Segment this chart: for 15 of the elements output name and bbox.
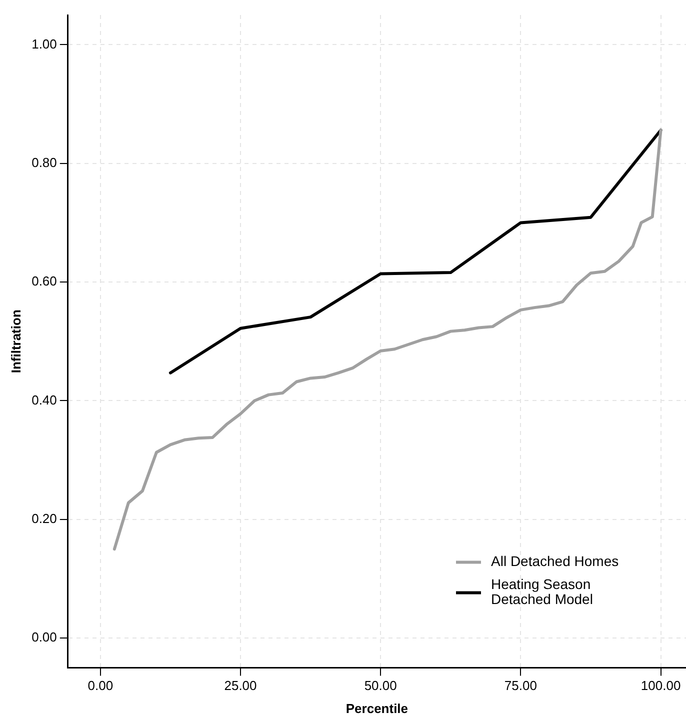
y-tick-label: 0.80 (32, 154, 57, 170)
y-tick-label: 0.60 (32, 274, 57, 289)
y-tick-label: 0.00 (32, 630, 57, 645)
x-tick-label: 100.00 (640, 678, 681, 694)
y-axis-title: Infiltration (8, 310, 24, 374)
x-tick-label: 0.00 (88, 678, 114, 694)
x-axis-title: Percentile (346, 700, 408, 716)
x-tick-label: 50.00 (364, 678, 397, 694)
x-tick-label: 25.00 (224, 678, 257, 694)
legend-label: Heating Season Detached Model (491, 576, 593, 608)
x-tick-label: 75.00 (504, 678, 537, 694)
y-tick-label: 1.00 (32, 36, 57, 52)
y-tick-label: 0.40 (32, 392, 57, 408)
legend-label: All Detached Homes (491, 553, 619, 570)
y-tick-label: 0.20 (32, 511, 57, 526)
